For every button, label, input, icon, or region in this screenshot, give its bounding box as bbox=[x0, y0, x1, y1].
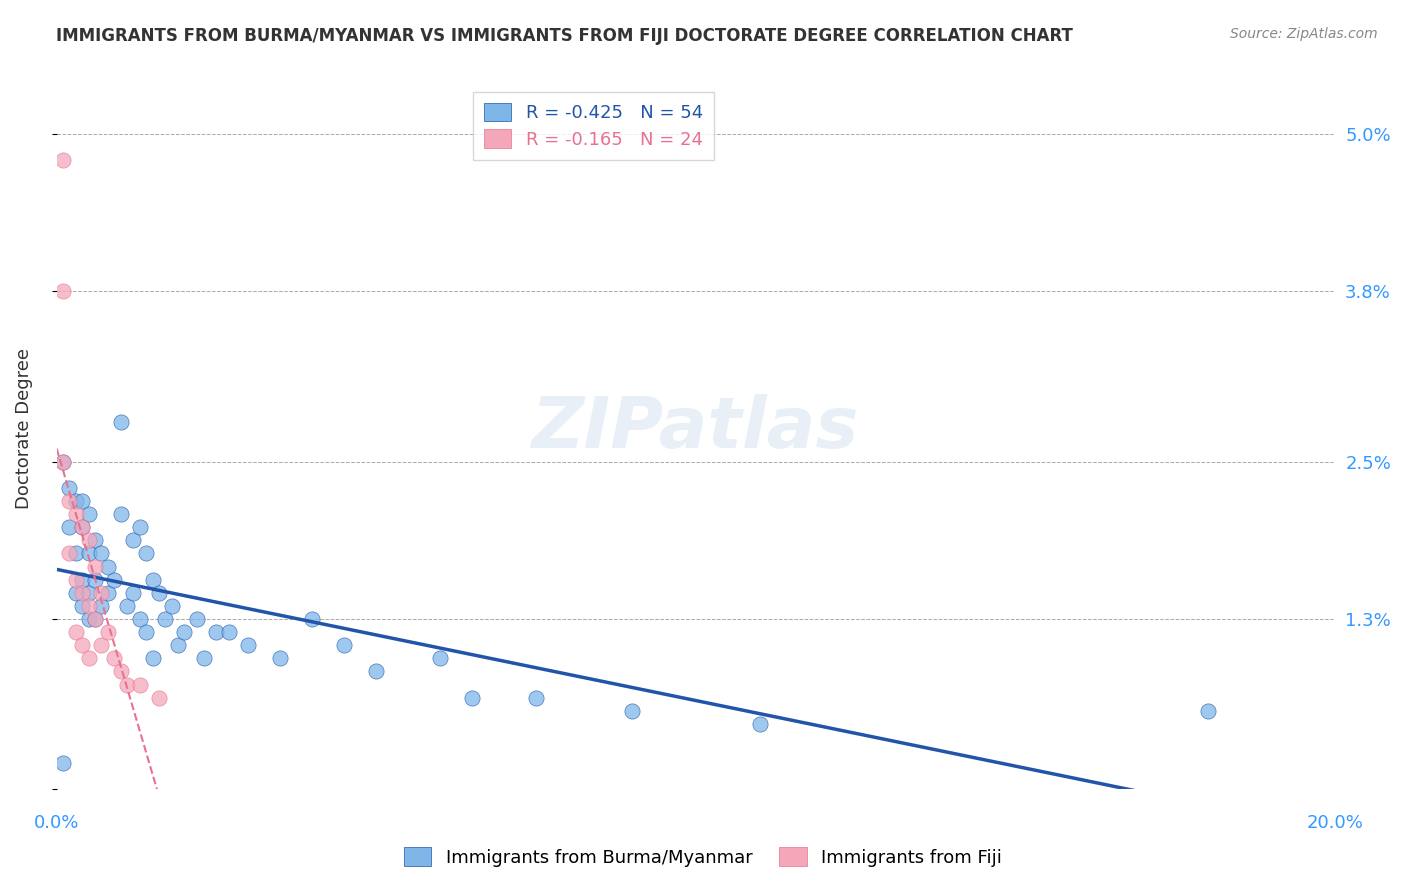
Text: IMMIGRANTS FROM BURMA/MYANMAR VS IMMIGRANTS FROM FIJI DOCTORATE DEGREE CORRELATI: IMMIGRANTS FROM BURMA/MYANMAR VS IMMIGRA… bbox=[56, 27, 1073, 45]
Immigrants from Burma/Myanmar bbox=[1197, 704, 1219, 718]
Immigrants from Fiji bbox=[115, 677, 138, 691]
Immigrants from Burma/Myanmar bbox=[77, 546, 100, 560]
Immigrants from Burma/Myanmar bbox=[621, 704, 644, 718]
Immigrants from Burma/Myanmar bbox=[269, 651, 291, 665]
Immigrants from Burma/Myanmar bbox=[366, 665, 388, 679]
Immigrants from Burma/Myanmar bbox=[58, 481, 80, 495]
Text: Source: ZipAtlas.com: Source: ZipAtlas.com bbox=[1230, 27, 1378, 41]
Legend: R = -0.425   N = 54, R = -0.165   N = 24: R = -0.425 N = 54, R = -0.165 N = 24 bbox=[474, 92, 714, 160]
Immigrants from Burma/Myanmar bbox=[135, 625, 157, 640]
Immigrants from Fiji bbox=[84, 559, 107, 574]
Immigrants from Burma/Myanmar bbox=[65, 494, 87, 508]
Immigrants from Burma/Myanmar bbox=[84, 573, 107, 587]
Immigrants from Burma/Myanmar bbox=[97, 559, 120, 574]
Immigrants from Burma/Myanmar bbox=[97, 586, 120, 600]
Immigrants from Burma/Myanmar bbox=[128, 612, 150, 626]
Immigrants from Burma/Myanmar bbox=[160, 599, 183, 613]
Immigrants from Fiji bbox=[97, 625, 120, 640]
Immigrants from Burma/Myanmar bbox=[461, 690, 484, 705]
Immigrants from Burma/Myanmar bbox=[70, 520, 93, 534]
Immigrants from Burma/Myanmar bbox=[70, 599, 93, 613]
Immigrants from Burma/Myanmar bbox=[148, 586, 170, 600]
Immigrants from Burma/Myanmar bbox=[84, 612, 107, 626]
Immigrants from Fiji bbox=[90, 638, 112, 652]
Immigrants from Burma/Myanmar bbox=[173, 625, 195, 640]
Immigrants from Burma/Myanmar bbox=[135, 546, 157, 560]
Immigrants from Fiji bbox=[52, 153, 75, 168]
Immigrants from Burma/Myanmar bbox=[333, 638, 356, 652]
Immigrants from Fiji bbox=[52, 285, 75, 299]
Immigrants from Burma/Myanmar bbox=[429, 651, 451, 665]
Immigrants from Burma/Myanmar bbox=[115, 599, 138, 613]
Text: 0.0%: 0.0% bbox=[34, 814, 79, 832]
Immigrants from Burma/Myanmar bbox=[70, 573, 93, 587]
Immigrants from Fiji bbox=[84, 612, 107, 626]
Immigrants from Fiji bbox=[70, 520, 93, 534]
Immigrants from Fiji bbox=[77, 651, 100, 665]
Immigrants from Burma/Myanmar bbox=[218, 625, 240, 640]
Immigrants from Fiji bbox=[58, 494, 80, 508]
Immigrants from Fiji bbox=[65, 573, 87, 587]
Immigrants from Fiji bbox=[65, 625, 87, 640]
Immigrants from Burma/Myanmar bbox=[90, 546, 112, 560]
Immigrants from Burma/Myanmar bbox=[52, 756, 75, 771]
Immigrants from Fiji bbox=[77, 533, 100, 548]
Immigrants from Burma/Myanmar bbox=[65, 586, 87, 600]
Text: 20.0%: 20.0% bbox=[1308, 814, 1364, 832]
Immigrants from Fiji bbox=[65, 507, 87, 521]
Immigrants from Burma/Myanmar bbox=[103, 573, 125, 587]
Immigrants from Burma/Myanmar bbox=[110, 416, 132, 430]
Immigrants from Burma/Myanmar bbox=[167, 638, 190, 652]
Immigrants from Burma/Myanmar bbox=[110, 507, 132, 521]
Immigrants from Burma/Myanmar bbox=[205, 625, 228, 640]
Immigrants from Burma/Myanmar bbox=[238, 638, 260, 652]
Immigrants from Fiji bbox=[110, 665, 132, 679]
Immigrants from Fiji bbox=[103, 651, 125, 665]
Immigrants from Fiji bbox=[77, 599, 100, 613]
Y-axis label: Doctorate Degree: Doctorate Degree bbox=[15, 349, 32, 509]
Immigrants from Burma/Myanmar bbox=[77, 507, 100, 521]
Immigrants from Fiji bbox=[128, 677, 150, 691]
Immigrants from Burma/Myanmar bbox=[58, 520, 80, 534]
Immigrants from Burma/Myanmar bbox=[122, 533, 145, 548]
Immigrants from Burma/Myanmar bbox=[141, 651, 163, 665]
Immigrants from Burma/Myanmar bbox=[90, 599, 112, 613]
Immigrants from Fiji bbox=[70, 586, 93, 600]
Immigrants from Fiji bbox=[52, 455, 75, 469]
Immigrants from Burma/Myanmar bbox=[77, 586, 100, 600]
Immigrants from Burma/Myanmar bbox=[65, 546, 87, 560]
Immigrants from Burma/Myanmar bbox=[70, 494, 93, 508]
Immigrants from Burma/Myanmar bbox=[77, 612, 100, 626]
Immigrants from Burma/Myanmar bbox=[193, 651, 215, 665]
Immigrants from Burma/Myanmar bbox=[128, 520, 150, 534]
Immigrants from Burma/Myanmar bbox=[749, 717, 772, 731]
Immigrants from Burma/Myanmar bbox=[141, 573, 163, 587]
Immigrants from Burma/Myanmar bbox=[155, 612, 177, 626]
Legend: Immigrants from Burma/Myanmar, Immigrants from Fiji: Immigrants from Burma/Myanmar, Immigrant… bbox=[396, 840, 1010, 874]
Immigrants from Burma/Myanmar bbox=[186, 612, 208, 626]
Immigrants from Burma/Myanmar bbox=[524, 690, 547, 705]
Immigrants from Burma/Myanmar bbox=[122, 586, 145, 600]
Text: ZIPatlas: ZIPatlas bbox=[533, 394, 859, 464]
Immigrants from Fiji bbox=[58, 546, 80, 560]
Immigrants from Fiji bbox=[70, 638, 93, 652]
Immigrants from Fiji bbox=[90, 586, 112, 600]
Immigrants from Burma/Myanmar bbox=[52, 455, 75, 469]
Immigrants from Burma/Myanmar bbox=[301, 612, 323, 626]
Immigrants from Burma/Myanmar bbox=[84, 533, 107, 548]
Immigrants from Fiji bbox=[148, 690, 170, 705]
